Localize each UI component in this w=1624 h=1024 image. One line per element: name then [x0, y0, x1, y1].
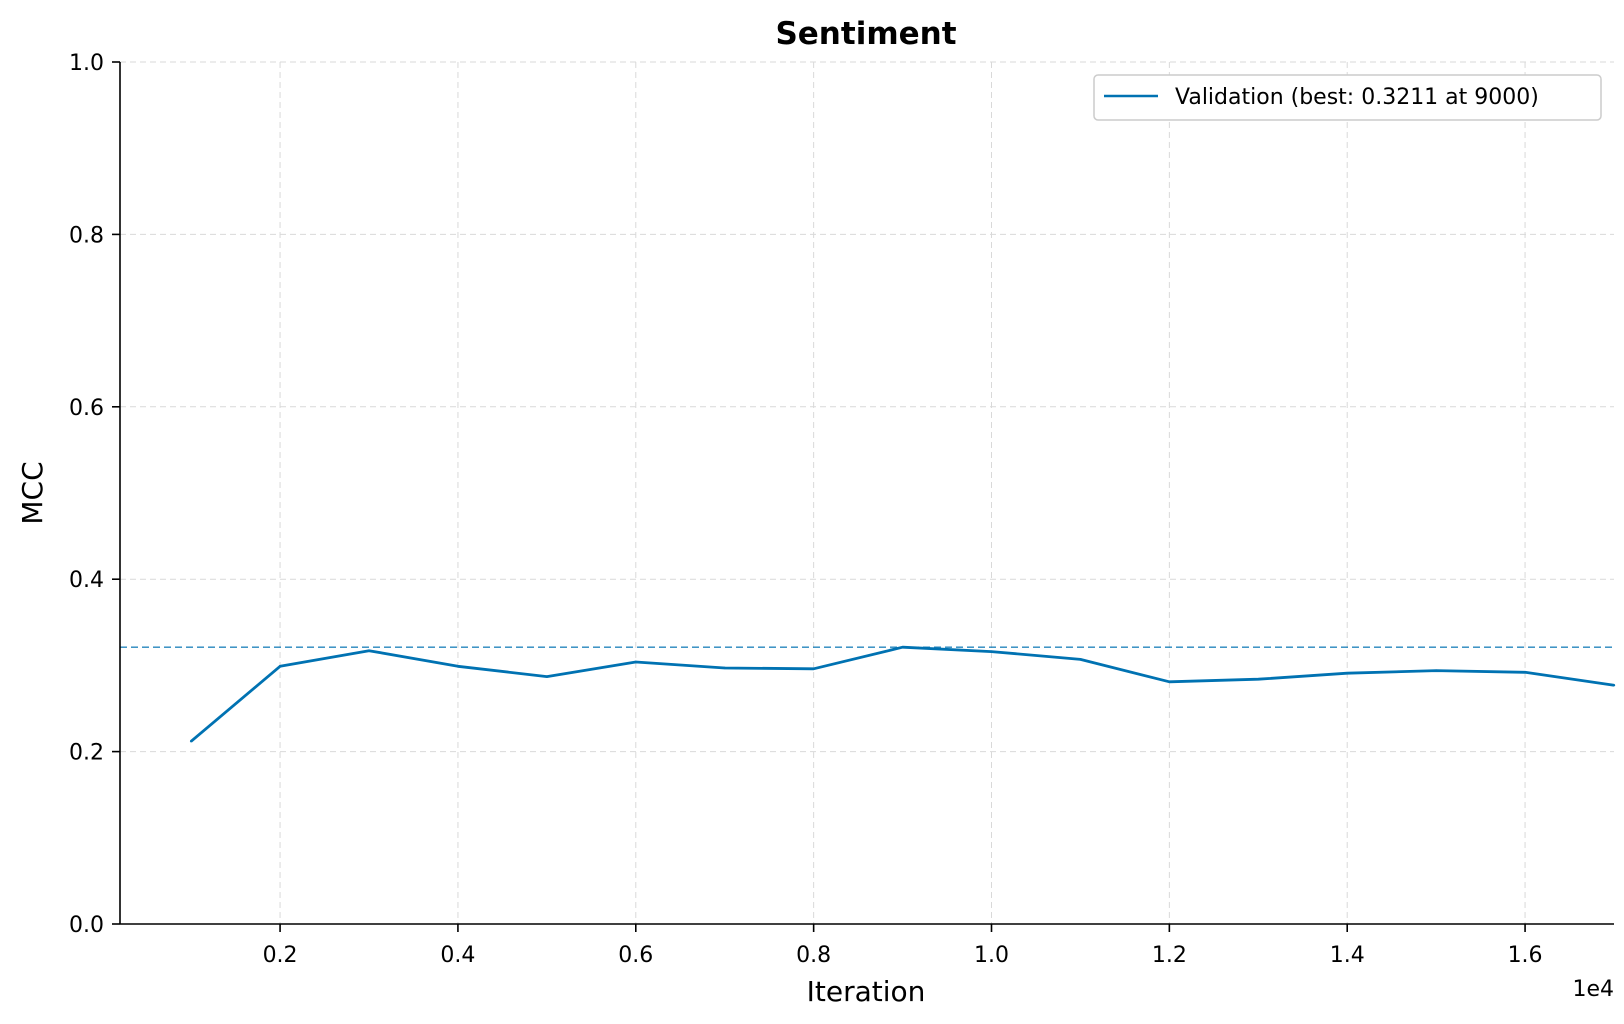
data-point [1257, 677, 1260, 681]
data-point [189, 740, 193, 743]
data-point [545, 675, 549, 678]
data-point [367, 649, 371, 652]
data-point [901, 646, 904, 649]
y-tick-label: 1.0 [69, 51, 104, 76]
y-tick-label: 0.2 [69, 741, 104, 766]
y-tick-label: 0.4 [69, 568, 104, 593]
data-point [1523, 671, 1527, 674]
x-tick-label: 1.6 [1508, 943, 1543, 968]
x-tick-label: 0.4 [440, 943, 475, 968]
x-tick-label: 1.4 [1330, 943, 1365, 968]
data-point [634, 660, 637, 664]
data-point [1079, 658, 1082, 661]
data-point [812, 667, 815, 671]
x-axis-offset-label: 1e4 [1572, 977, 1614, 1002]
y-tick-label: 0.6 [69, 396, 104, 421]
chart-title: Sentiment [775, 16, 956, 52]
series-line [190, 645, 1615, 743]
y-axis-label: MCC [16, 461, 49, 524]
x-tick-label: 1.2 [1152, 943, 1187, 968]
data-point [1434, 669, 1438, 672]
legend-box [1093, 74, 1602, 121]
data-point [278, 665, 282, 668]
legend-label: Validation (best: 0.3211 at 9000) [1175, 85, 1539, 110]
data-point [1168, 680, 1171, 683]
y-tick-label: 0.0 [69, 913, 104, 938]
x-tick-label: 1.0 [974, 943, 1009, 968]
grid [120, 61, 1614, 925]
x-axis-label: Iteration [807, 975, 926, 1008]
data-point [990, 650, 993, 653]
data-point [723, 666, 726, 670]
data-point [1346, 671, 1349, 675]
data-point [456, 665, 460, 668]
x-axis-ticks: 0.2 0.4 0.6 0.8 1.0 1.2 1.4 1.6 [263, 924, 1543, 968]
y-tick-label: 0.8 [69, 223, 104, 248]
x-tick-label: 0.8 [796, 943, 831, 968]
y-axis-ticks: 0.0 0.2 0.4 0.6 0.8 1.0 [69, 51, 120, 938]
x-tick-label: 0.6 [618, 943, 653, 968]
legend[interactable]: Validation (best: 0.3211 at 9000) [1093, 74, 1602, 121]
series-group [189, 645, 1616, 743]
data-point [1612, 684, 1616, 687]
x-tick-label: 0.2 [263, 943, 298, 968]
